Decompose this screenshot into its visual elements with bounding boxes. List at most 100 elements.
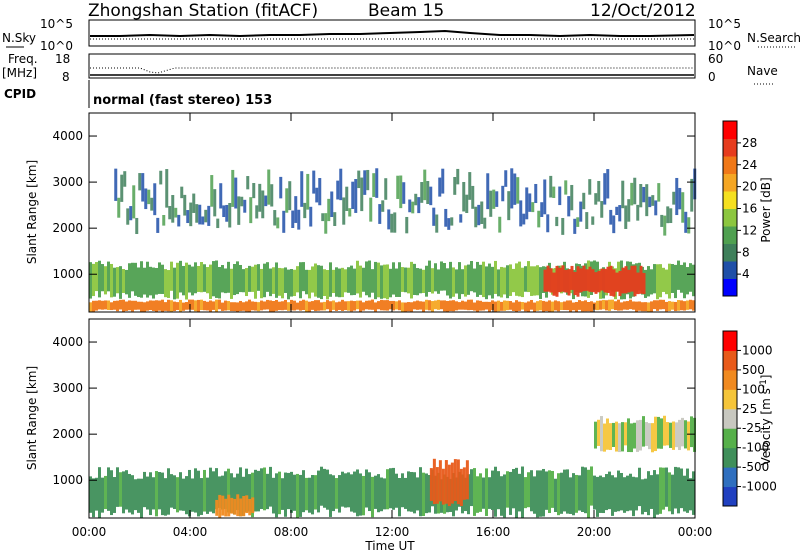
echo-cell xyxy=(224,268,227,294)
colorbar-swatch xyxy=(723,428,737,449)
echo-cell xyxy=(257,302,260,312)
echo-cell xyxy=(402,182,406,204)
echo-cell xyxy=(581,301,584,312)
echo-cell xyxy=(107,467,110,511)
echo-cell xyxy=(239,498,243,517)
echo-cell xyxy=(242,495,246,517)
echo-cell xyxy=(389,468,392,509)
echo-cell xyxy=(287,269,290,300)
echo-cell xyxy=(638,301,641,311)
echo-cell xyxy=(519,200,523,227)
echo-cell xyxy=(566,300,569,311)
echo-cell xyxy=(692,300,695,311)
echo-cell xyxy=(482,477,485,509)
colorbar-swatch xyxy=(723,156,737,174)
echo-cell xyxy=(659,299,662,310)
echo-cell xyxy=(587,302,590,312)
echo-cell xyxy=(116,300,119,312)
echo-cell xyxy=(560,472,563,514)
echo-cell xyxy=(428,474,431,513)
echo-cell xyxy=(335,478,338,509)
echo-cell xyxy=(360,177,364,212)
echo-cell xyxy=(140,301,143,312)
echo-cell xyxy=(462,181,466,212)
echo-cell xyxy=(479,473,482,512)
echo-cell xyxy=(650,269,653,295)
echo-cell xyxy=(539,300,542,311)
echo-cell xyxy=(257,470,260,512)
echo-cell xyxy=(128,300,131,311)
echo-cell xyxy=(104,266,107,295)
echo-cell xyxy=(317,265,320,298)
echo-cell xyxy=(293,269,296,297)
echo-cell xyxy=(305,477,308,511)
echo-cell xyxy=(242,269,245,293)
echo-cell xyxy=(419,301,422,310)
echo-cell xyxy=(380,265,383,299)
echo-cell xyxy=(386,264,389,300)
echo-cell xyxy=(158,472,161,510)
echo-cell xyxy=(447,464,451,507)
echo-cell xyxy=(89,476,92,513)
echo-cell xyxy=(450,217,454,226)
echo-cell xyxy=(89,302,92,312)
echo-cell xyxy=(170,474,173,508)
echo-cell xyxy=(278,471,281,515)
echo-cell xyxy=(345,186,349,211)
colorbar-tick-label: -100 xyxy=(742,441,769,455)
echo-cell xyxy=(618,423,621,453)
echo-cell xyxy=(356,469,359,517)
freq-panel: Freq. [MHz] 18 8 60 0 Nave xyxy=(2,52,778,85)
echo-cell xyxy=(129,206,133,221)
echo-cell xyxy=(249,197,253,224)
echo-cell xyxy=(443,262,446,291)
noise-left-tick-bottom: 10^0 xyxy=(40,39,73,53)
echo-cell xyxy=(320,265,323,300)
echo-cell xyxy=(192,193,196,213)
echo-cell xyxy=(629,299,632,310)
echo-cell xyxy=(174,207,178,218)
echo-cell xyxy=(293,474,296,511)
echo-cell xyxy=(231,169,235,207)
echo-cell xyxy=(123,171,127,187)
echo-cell xyxy=(263,301,266,310)
echo-cell xyxy=(420,182,424,203)
echo-cell xyxy=(657,416,660,449)
echo-cell xyxy=(260,468,263,510)
echo-cell xyxy=(176,302,179,310)
echo-cell xyxy=(357,170,361,189)
echo-cell xyxy=(366,169,370,191)
echo-cell xyxy=(198,204,202,225)
echo-cell xyxy=(272,301,275,312)
echo-cell xyxy=(164,478,167,516)
echo-cell xyxy=(419,467,422,517)
echo-cell xyxy=(396,175,400,199)
echo-cell xyxy=(596,476,599,517)
echo-cell xyxy=(444,460,448,504)
colorbar-swatch xyxy=(723,121,737,139)
echo-cell xyxy=(525,187,529,220)
colorbar-swatch xyxy=(723,350,737,371)
echo-cell xyxy=(647,302,650,312)
echo-cell xyxy=(107,300,110,310)
echo-cell xyxy=(377,301,380,310)
echo-cell xyxy=(440,300,443,310)
echo-cell xyxy=(453,176,457,195)
echo-cell xyxy=(161,472,164,516)
echo-cell xyxy=(479,264,482,295)
echo-cell xyxy=(494,260,497,294)
echo-cell xyxy=(374,475,377,509)
echo-cell xyxy=(239,467,242,517)
echo-cell xyxy=(221,265,224,293)
echo-cell xyxy=(543,179,547,215)
echo-cell xyxy=(653,300,656,310)
echo-cell xyxy=(515,300,518,312)
echo-cell xyxy=(269,268,272,297)
colorbar-tick-label: 8 xyxy=(742,245,750,259)
echo-cell xyxy=(536,301,539,311)
echo-cell xyxy=(584,300,587,312)
echo-cell xyxy=(567,269,571,296)
echo-cell xyxy=(600,416,603,452)
echo-cell xyxy=(92,478,95,518)
echo-cell xyxy=(681,192,685,223)
